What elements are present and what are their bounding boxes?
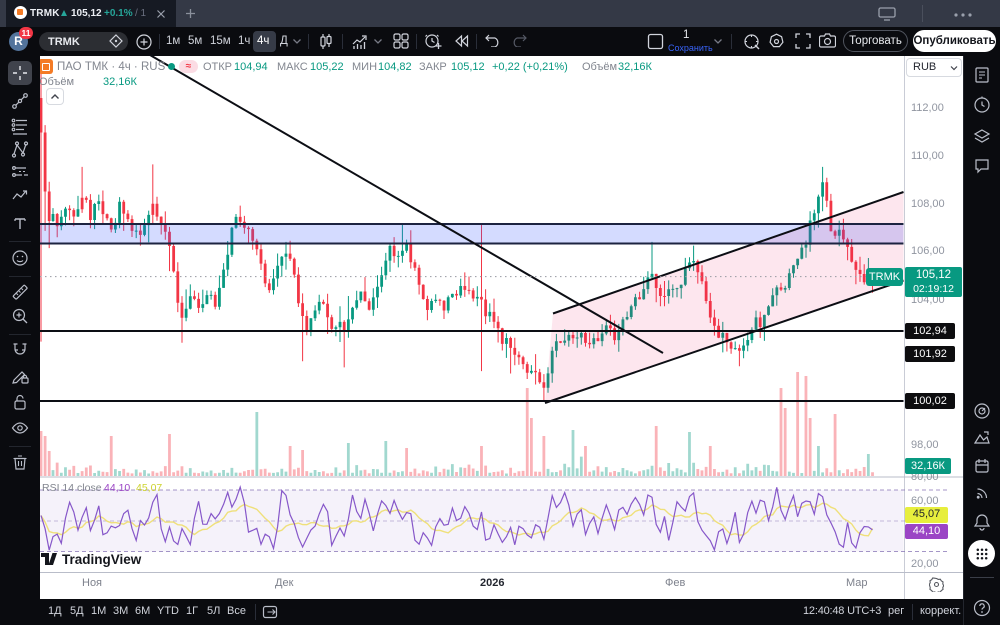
svg-text:TradingView: TradingView xyxy=(62,552,142,567)
